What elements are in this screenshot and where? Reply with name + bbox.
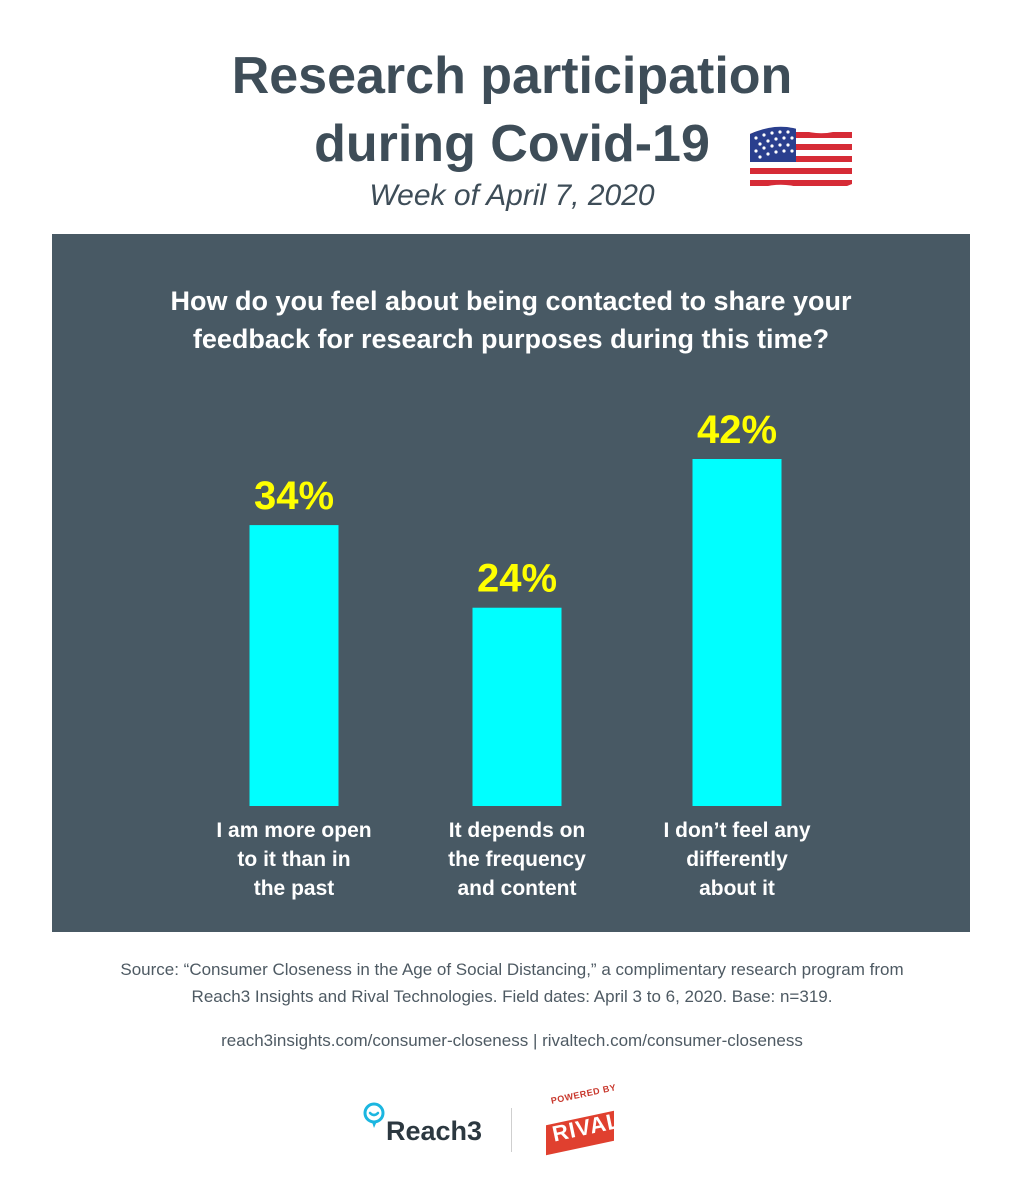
category-label-1-line-1: I am more open: [216, 819, 372, 842]
category-label-2-line-3: and content: [457, 877, 577, 900]
source-line-1: Source: “Consumer Closeness in the Age o…: [120, 960, 904, 979]
category-label-2-line-1: It depends on: [448, 819, 586, 842]
category-label-1-line-3: the past: [253, 877, 335, 900]
value-label-3: 42%: [697, 408, 777, 452]
question-line-1: How do you feel about being contacted to…: [170, 286, 852, 316]
source-note: Source: “Consumer Closeness in the Age o…: [0, 956, 1024, 1010]
category-label-1-line-2: to it than in: [237, 848, 351, 871]
logo-divider: [511, 1108, 512, 1152]
title-line-1: Research participation: [231, 47, 793, 105]
links-text[interactable]: reach3insights.com/consumer-closeness | …: [221, 1031, 803, 1050]
chart-panel: [52, 234, 970, 932]
us-flag-icon: [750, 126, 852, 192]
chat-smile-icon: [363, 1102, 385, 1128]
subtitle: Week of April 7, 2020: [369, 179, 655, 212]
question: How do you feel about being contacted to…: [52, 282, 970, 358]
question-line-2: feedback for research purposes during th…: [192, 324, 830, 354]
reach3-logo-text: Reach3: [386, 1116, 483, 1146]
source-line-2: Reach3 Insights and Rival Technologies. …: [191, 987, 833, 1006]
rival-logo: POWERED BY RIVAL: [542, 1082, 623, 1160]
title-line-2: during Covid-19: [314, 115, 710, 173]
category-label-2-line-2: the frequency: [448, 848, 586, 871]
value-label-2: 24%: [477, 557, 557, 601]
category-label-3-line-2: differently: [686, 848, 788, 871]
bar-3: [692, 459, 782, 806]
category-label-3-line-1: I don’t feel any: [663, 819, 811, 842]
value-label-1: 34%: [254, 474, 334, 518]
bar-2: [472, 607, 562, 806]
category-label-2: It depends on the frequency and content: [417, 816, 617, 903]
category-label-3-line-3: about it: [699, 877, 775, 900]
bar-1: [249, 525, 339, 806]
category-label-3: I don’t feel any differently about it: [637, 816, 837, 903]
category-label-1: I am more open to it than in the past: [194, 816, 394, 903]
